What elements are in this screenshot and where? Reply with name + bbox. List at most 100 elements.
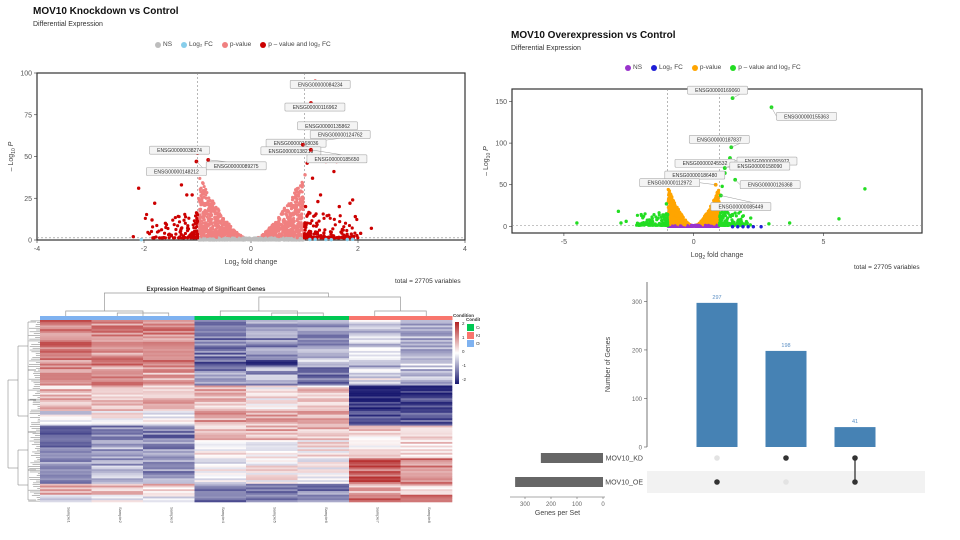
heatmap-cell — [91, 332, 144, 335]
heatmap-cell — [91, 370, 144, 374]
heatmap-cell — [143, 320, 195, 323]
data-point — [149, 229, 154, 234]
heatmap-cell — [246, 372, 298, 375]
heatmap-cell — [400, 432, 453, 435]
heatmap-cell — [194, 431, 247, 434]
y-axis-label: – Log10 P — [8, 141, 17, 171]
x-tick-label: -5 — [561, 239, 567, 246]
data-point — [670, 211, 674, 215]
heatmap-cell — [297, 374, 350, 377]
heatmap-cell — [400, 360, 453, 363]
heatmap-cell — [91, 474, 144, 477]
heatmap-cell — [297, 336, 350, 339]
data-point — [749, 216, 753, 220]
heatmap-cell — [40, 489, 92, 492]
heatmap-cell — [246, 489, 298, 492]
heatmap-cell — [349, 356, 401, 359]
data-point — [353, 214, 358, 219]
data-point — [155, 223, 159, 228]
heatmap-cell — [40, 385, 92, 388]
condition-annotation-cell — [297, 316, 350, 320]
heatmap-cell — [400, 445, 453, 448]
heatmap-cell — [194, 485, 247, 488]
heatmap-cell — [297, 458, 350, 461]
heatmap-cell — [91, 325, 144, 328]
set-x-tick-label: 100 — [572, 502, 583, 508]
heatmap-cell — [400, 407, 453, 410]
column-label: Sample1 — [66, 507, 71, 524]
legend-label: Log₂ FC — [189, 41, 213, 48]
heatmap-cell — [91, 365, 144, 368]
data-point — [251, 237, 255, 242]
heatmap-cell — [349, 332, 401, 335]
heatmap-cell — [246, 432, 298, 435]
heatmap-cell — [297, 345, 350, 348]
heatmap-cell — [143, 407, 195, 410]
data-point — [296, 213, 300, 217]
heatmap-cell — [349, 471, 401, 474]
heatmap-cell — [246, 461, 298, 465]
data-point — [303, 173, 307, 177]
heatmap-cell — [143, 469, 195, 472]
heatmap-cell — [349, 336, 401, 339]
heatmap-cell — [143, 334, 195, 337]
heatmap-cell — [91, 456, 144, 459]
heatmap-cell — [91, 441, 144, 445]
data-point — [232, 233, 236, 237]
heatmap-cell — [143, 356, 195, 359]
heatmap-cell — [349, 383, 401, 386]
heatmap-cell — [91, 465, 144, 468]
gene-label-box — [739, 180, 801, 190]
heatmap-cell — [400, 332, 453, 335]
heatmap-cell — [91, 420, 144, 423]
data-point — [650, 216, 654, 221]
heatmap-cell — [297, 389, 350, 392]
heatmap-cell — [297, 471, 350, 474]
heatmap-cell — [297, 492, 350, 496]
data-point — [201, 215, 205, 219]
heatmap-cell — [91, 389, 144, 392]
data-point — [733, 211, 737, 215]
y-tick-label: 150 — [495, 99, 507, 106]
heatmap-cell — [349, 343, 401, 346]
data-point — [298, 184, 303, 188]
set-name-label: MOV10_OE — [605, 480, 643, 487]
column-label: Sample6 — [324, 507, 329, 524]
heatmap-cell — [40, 407, 92, 410]
heatmap-cell — [143, 496, 195, 499]
heatmap-cell — [349, 478, 401, 481]
heatmap-cell — [143, 345, 195, 348]
heatmap-cell — [246, 352, 298, 355]
data-point — [677, 213, 681, 218]
data-point — [136, 186, 141, 190]
heatmap-cell — [40, 414, 92, 417]
heatmap-cell — [349, 363, 401, 366]
data-point — [299, 226, 303, 230]
heatmap-cell — [143, 403, 195, 406]
data-point — [660, 218, 664, 223]
data-point — [199, 231, 204, 236]
heatmap-cell — [297, 411, 350, 414]
heatmap-cell — [297, 431, 350, 434]
heatmap-cell — [40, 463, 92, 466]
data-point — [209, 220, 213, 224]
heatmap-cell — [246, 370, 298, 374]
heatmap-cell — [40, 350, 92, 354]
heatmap-cell — [91, 491, 144, 494]
data-point — [275, 227, 279, 231]
y-tick-label: 0 — [28, 238, 32, 245]
heatmap-cell — [246, 360, 298, 363]
heatmap-cell — [194, 418, 247, 421]
x-tick-label: -4 — [34, 246, 40, 253]
heatmap-cell — [246, 452, 298, 455]
data-point — [341, 228, 345, 232]
heatmap-cell — [246, 392, 298, 395]
heatmap-cell — [400, 416, 453, 419]
heatmap-cell — [194, 454, 247, 457]
data-point — [741, 225, 745, 229]
heatmap-cell — [246, 400, 298, 403]
heatmap-cell — [349, 405, 401, 408]
heatmap-cell — [246, 431, 298, 434]
heatmap-cell — [400, 327, 453, 330]
point-cloud — [131, 159, 374, 242]
